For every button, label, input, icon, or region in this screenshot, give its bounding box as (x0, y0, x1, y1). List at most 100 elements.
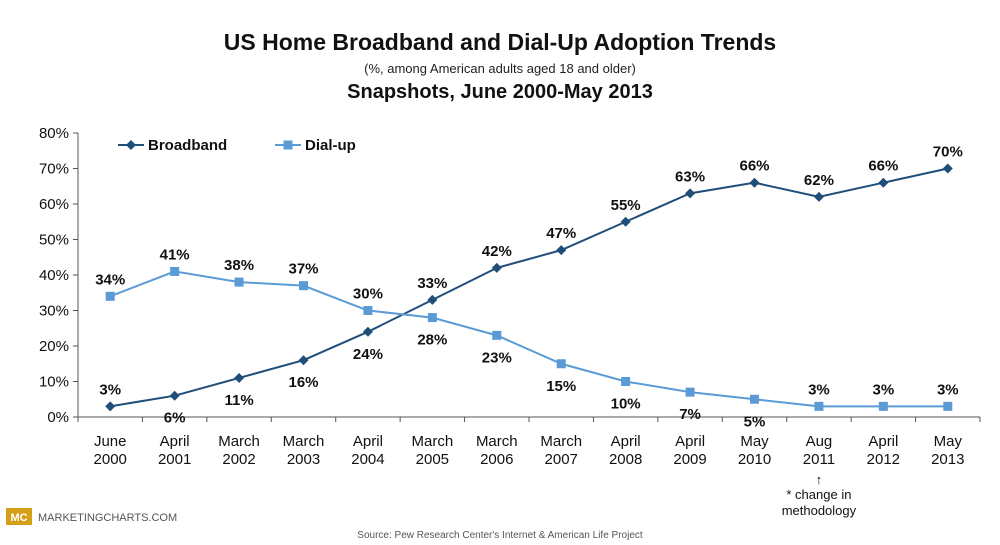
brand-name: MARKETINGCHARTS.COM (38, 512, 177, 524)
data-point (363, 306, 372, 315)
data-label: 28% (417, 332, 447, 349)
mc-logo-text: MC (10, 512, 27, 524)
x-tick-label: March (283, 433, 325, 450)
x-tick-label: 2011 (803, 451, 835, 468)
x-tick-label: April (611, 433, 641, 450)
x-tick-label: March (412, 433, 454, 450)
data-label: 10% (611, 396, 641, 413)
data-label: 63% (675, 168, 705, 185)
data-point (556, 245, 566, 255)
x-tick-label: March (476, 433, 518, 450)
data-label: 16% (288, 374, 318, 391)
data-point (814, 192, 824, 202)
x-tick-label: 2005 (416, 451, 449, 468)
data-label: 38% (224, 257, 254, 274)
data-label: 33% (417, 275, 447, 292)
data-point (557, 359, 566, 368)
data-point (235, 278, 244, 287)
annotation-text: * change in (786, 487, 851, 502)
data-point (750, 178, 760, 188)
x-tick-label: March (540, 433, 582, 450)
data-point (105, 401, 115, 411)
chart-subtitle: (%, among American adults aged 18 and ol… (364, 61, 636, 76)
data-label: 37% (288, 261, 318, 278)
x-tick-label: May (934, 433, 963, 450)
data-label: 23% (482, 349, 512, 366)
data-label: 47% (546, 225, 576, 242)
x-tick-label: 2000 (94, 451, 127, 468)
annotation-text: methodology (782, 503, 857, 518)
y-tick-label: 50% (39, 232, 69, 249)
data-point (814, 402, 823, 411)
data-point (943, 402, 952, 411)
data-label: 55% (611, 197, 641, 214)
data-label: 62% (804, 172, 834, 189)
chart-subtitle-2: Snapshots, June 2000-May 2013 (347, 81, 653, 103)
data-point (492, 331, 501, 340)
data-label: 5% (744, 413, 766, 430)
series-broadband: 3% 6% 11% 16% 24% 33% 42% 47% 55% 63% 66% 62% 66% 70% (99, 144, 962, 427)
data-point (299, 355, 309, 365)
data-label: 42% (482, 243, 512, 260)
legend-label: Dial-up (305, 137, 356, 154)
x-tick-label: April (353, 433, 383, 450)
legend-label: Broadband (148, 137, 227, 154)
data-point (106, 292, 115, 301)
x-tick-label: 2003 (287, 451, 320, 468)
data-label: 3% (937, 381, 959, 398)
y-tick-label: 80% (39, 125, 69, 142)
line-chart: US Home Broadband and Dial-Up Adoption T… (0, 0, 1000, 545)
data-label: 66% (739, 158, 769, 175)
data-point (621, 217, 631, 227)
data-point (170, 267, 179, 276)
x-tick-label: 2006 (480, 451, 513, 468)
data-label: 7% (679, 406, 701, 423)
data-point (170, 391, 180, 401)
series-line (110, 169, 948, 407)
data-point (299, 281, 308, 290)
data-point (428, 313, 437, 322)
source-text: Source: Pew Research Center's Internet &… (357, 530, 643, 541)
data-label: 3% (808, 381, 830, 398)
data-label: 11% (224, 392, 253, 409)
data-point (878, 178, 888, 188)
x-tick-label: 2013 (931, 451, 964, 468)
data-label: 70% (933, 144, 963, 161)
x-tick-label: Aug (806, 433, 833, 450)
x-tick-label: 2004 (351, 451, 384, 468)
y-tick-label: 30% (39, 303, 69, 320)
x-tick-label: April (868, 433, 898, 450)
series-layer: 3% 6% 11% 16% 24% 33% 42% 47% 55% 63% 66% 62% 66% 70%… (95, 144, 963, 431)
x-tick-label: April (675, 433, 705, 450)
x-tick-label: April (160, 433, 190, 450)
data-label: 3% (873, 381, 895, 398)
data-label: 34% (95, 271, 125, 288)
chart-root: US Home Broadband and Dial-Up Adoption T… (0, 0, 1000, 545)
annotation-arrow: ↑ (816, 472, 823, 487)
data-point (427, 295, 437, 305)
legend-marker (284, 141, 293, 150)
x-tick-label: March (218, 433, 260, 450)
data-point (363, 327, 373, 337)
data-point (621, 377, 630, 386)
chart-title: US Home Broadband and Dial-Up Adoption T… (224, 29, 776, 55)
data-label: 66% (868, 158, 898, 175)
y-tick-label: 0% (47, 409, 69, 426)
data-label: 15% (546, 378, 576, 395)
x-tick-label: 2010 (738, 451, 771, 468)
data-point (492, 263, 502, 273)
x-tick-label: 2012 (867, 451, 900, 468)
x-tick-label: May (740, 433, 769, 450)
x-tick-label: 2009 (673, 451, 706, 468)
data-point (685, 188, 695, 198)
y-tick-label: 40% (39, 267, 69, 284)
data-point (686, 388, 695, 397)
x-tick-label: 2001 (158, 451, 191, 468)
y-tick-label: 60% (39, 196, 69, 213)
data-point (750, 395, 759, 404)
data-point (943, 164, 953, 174)
x-tick-label: 2002 (222, 451, 255, 468)
data-point (234, 373, 244, 383)
data-label: 3% (99, 381, 121, 398)
